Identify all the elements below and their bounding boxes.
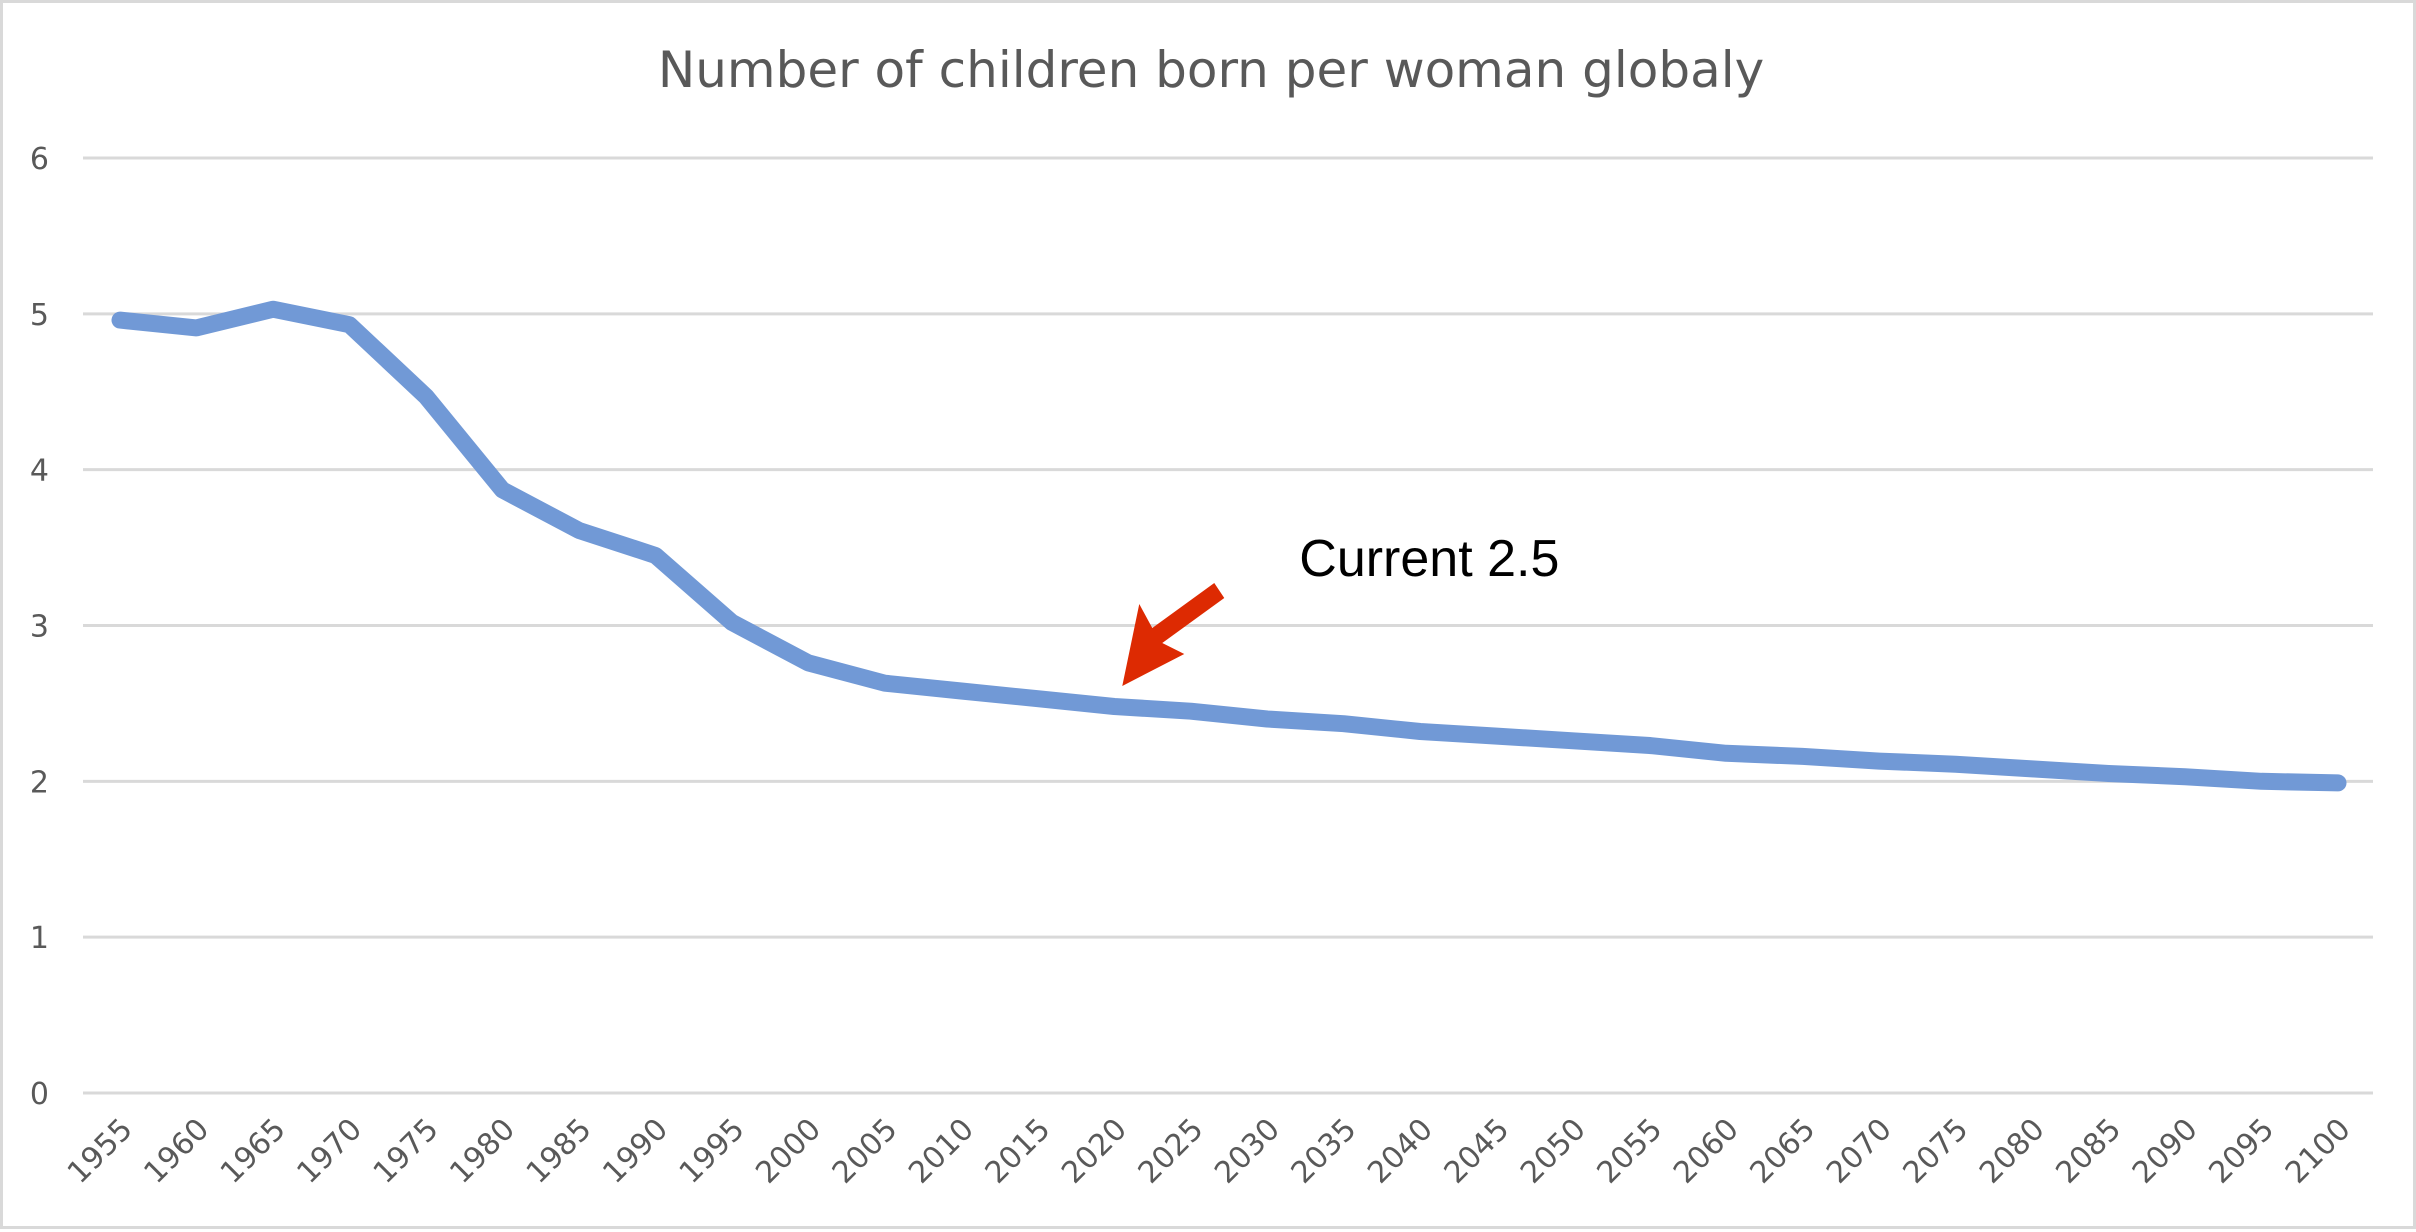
x-tick-label: 2015 <box>979 1112 1058 1191</box>
x-tick-label: 2040 <box>1361 1112 1440 1191</box>
x-axis-ticks: 1955196019651970197519801985199019952000… <box>61 1112 2358 1191</box>
y-axis-ticks: 0 1 2 3 4 5 6 <box>30 142 49 1112</box>
annotation-label: Current 2.5 <box>1299 530 1559 588</box>
x-tick-label: 2080 <box>1973 1112 2052 1191</box>
y-tick-label: 2 <box>30 765 49 800</box>
x-tick-label: 2030 <box>1208 1112 1287 1191</box>
x-tick-label: 1960 <box>137 1112 216 1191</box>
x-tick-label: 2055 <box>1591 1112 1670 1191</box>
series-layer <box>111 300 2347 792</box>
x-tick-label: 2070 <box>1820 1112 1899 1191</box>
y-tick-label: 5 <box>30 298 49 333</box>
x-tick-label: 2035 <box>1285 1112 1364 1191</box>
series-line <box>111 300 2347 792</box>
x-tick-label: 2000 <box>749 1112 828 1191</box>
x-tick-label: 2095 <box>2202 1112 2281 1191</box>
y-tick-label: 4 <box>30 454 49 489</box>
y-tick-label: 0 <box>30 1077 49 1112</box>
x-tick-label: 1995 <box>673 1112 752 1191</box>
x-tick-label: 2025 <box>1132 1112 1211 1191</box>
y-tick-label: 3 <box>30 610 49 645</box>
x-tick-label: 1965 <box>214 1112 293 1191</box>
chart-title: Number of children born per woman global… <box>658 41 1764 99</box>
x-tick-label: 1975 <box>367 1112 446 1191</box>
x-tick-label: 2100 <box>2279 1112 2358 1191</box>
gridlines <box>83 156 2373 1095</box>
x-tick-label: 1990 <box>596 1112 675 1191</box>
line-chart: Current 2.5 0 1 2 3 4 5 6 19551960196519701975… <box>30 41 2373 1191</box>
x-tick-label: 1985 <box>520 1112 599 1191</box>
x-tick-label: 2045 <box>1438 1112 1517 1191</box>
x-tick-label: 1955 <box>61 1112 140 1191</box>
x-tick-label: 2010 <box>902 1112 981 1191</box>
y-tick-label: 1 <box>30 921 49 956</box>
x-tick-label: 2005 <box>826 1112 905 1191</box>
x-tick-label: 2060 <box>1667 1112 1746 1191</box>
x-tick-label: 2090 <box>2126 1112 2205 1191</box>
y-tick-label: 6 <box>30 142 49 177</box>
x-tick-label: 2085 <box>2049 1112 2128 1191</box>
x-tick-label: 2065 <box>1744 1112 1823 1191</box>
x-tick-label: 2050 <box>1514 1112 1593 1191</box>
annotation-arrow-icon <box>1122 583 1225 686</box>
x-tick-label: 2075 <box>1897 1112 1976 1191</box>
annotation-layer: Current 2.5 <box>1122 530 1559 686</box>
x-tick-label: 1980 <box>443 1112 522 1191</box>
x-tick-label: 1970 <box>290 1112 369 1191</box>
x-tick-label: 2020 <box>1055 1112 1134 1191</box>
